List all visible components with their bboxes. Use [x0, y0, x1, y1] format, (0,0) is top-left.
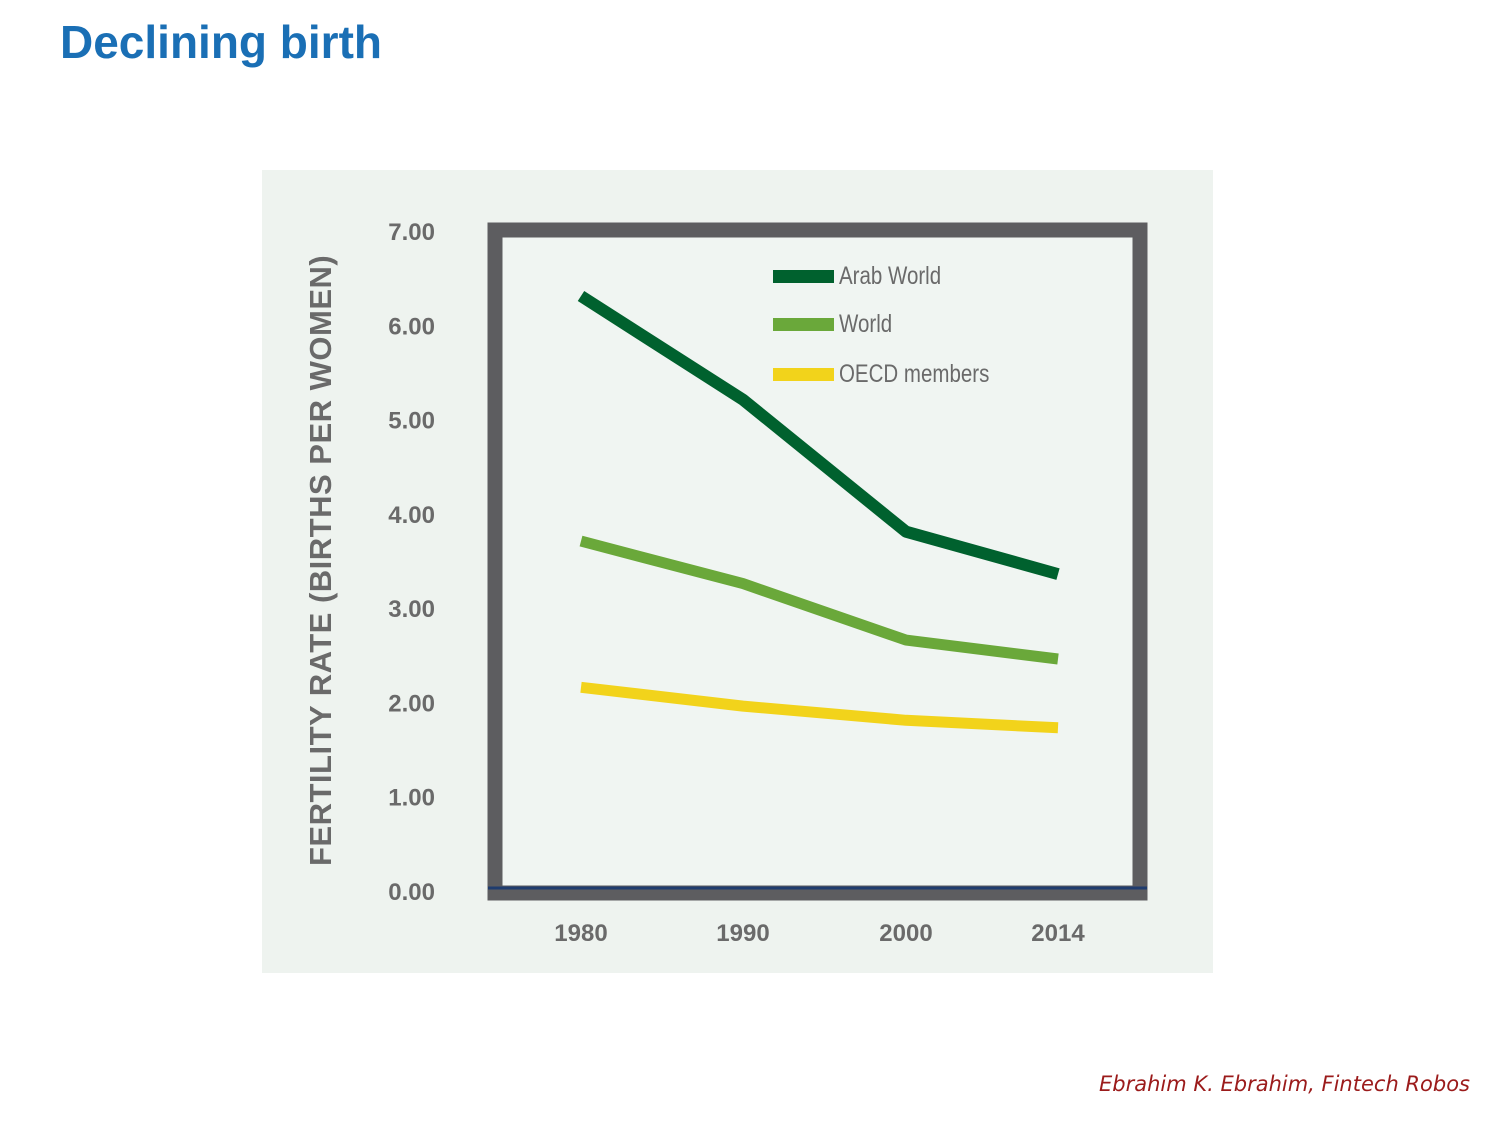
legend: Arab World World OECD members [773, 261, 989, 387]
legend-label: Arab World [839, 261, 941, 289]
x-tick-label: 1990 [716, 920, 769, 947]
legend-swatch [773, 318, 834, 331]
series-line-oecd-members [580, 681, 1059, 734]
x-tick-label: 2000 [879, 920, 932, 947]
y-tick-label: 6.00 [388, 313, 435, 340]
series-lines [577, 290, 1060, 734]
y-axis-label: FERTILITY RATE (BIRTHS PER WOMEN) [303, 254, 338, 866]
y-tick-label: 4.00 [388, 502, 435, 529]
y-tick-label: 0.00 [388, 879, 435, 906]
series-line-world [579, 535, 1059, 665]
y-tick-label: 5.00 [388, 408, 435, 435]
y-tick-label: 7.00 [388, 219, 435, 246]
y-tick-label: 1.00 [388, 785, 435, 812]
y-tick-labels: 0.00 1.00 2.00 3.00 4.00 5.00 6.00 7.00 [388, 219, 435, 906]
x-tick-label: 2014 [1031, 920, 1085, 947]
legend-label: World [839, 309, 892, 337]
x-tick-label: 1980 [554, 920, 607, 947]
slide-title: Declining birth [60, 16, 382, 68]
footer-credit: Ebrahim K. Ebrahim, Fintech Robos [1098, 1072, 1470, 1096]
legend-swatch [773, 270, 834, 283]
legend-label: OECD members [839, 359, 989, 387]
series-line-arab-world [577, 290, 1060, 580]
y-tick-label: 2.00 [388, 690, 435, 717]
legend-swatch [773, 368, 834, 381]
x-tick-labels: 1980 1990 2000 2014 [554, 920, 1085, 947]
y-tick-label: 3.00 [388, 596, 435, 623]
